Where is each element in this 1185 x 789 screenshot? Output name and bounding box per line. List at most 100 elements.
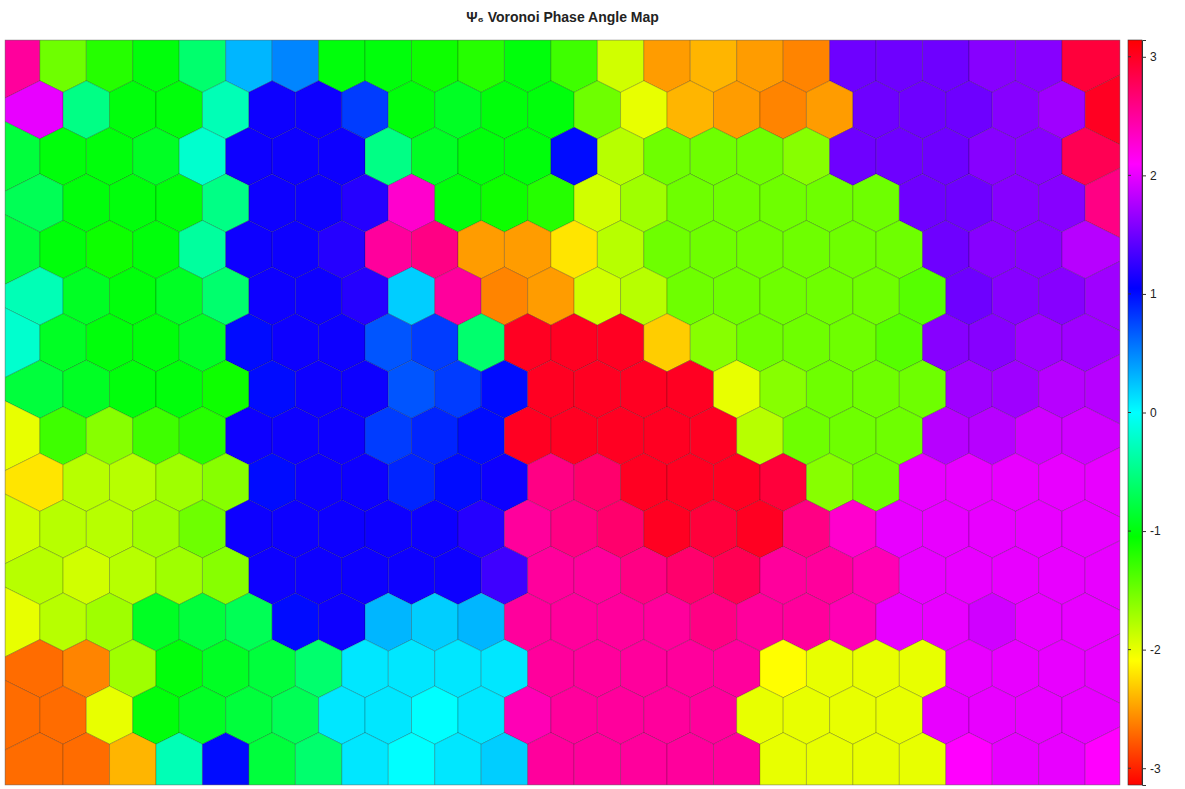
cell: [458, 686, 504, 744]
cell: [853, 640, 899, 698]
cell: [86, 593, 132, 651]
cell: [946, 81, 992, 139]
cell: [644, 686, 690, 744]
cell: [481, 174, 527, 232]
cell: [295, 733, 341, 785]
cell: [923, 686, 969, 744]
cell: [830, 500, 876, 558]
cell: [597, 127, 643, 185]
cell: [783, 314, 829, 372]
cell: [551, 220, 597, 278]
cell: [295, 360, 341, 418]
cell: [40, 686, 86, 744]
cell: [412, 220, 458, 278]
cell: [621, 546, 667, 604]
cell: [992, 360, 1038, 418]
tick-mark: [1128, 531, 1131, 532]
cell: [946, 453, 992, 511]
cell: [110, 267, 156, 325]
cell: [272, 593, 318, 651]
cell: [63, 453, 109, 511]
cell: [249, 174, 295, 232]
cell: [86, 314, 132, 372]
cell: [806, 733, 852, 785]
cell: [1039, 174, 1085, 232]
cell: [830, 127, 876, 185]
cell: [202, 267, 248, 325]
cell: [876, 314, 922, 372]
cell: [528, 733, 574, 785]
cell: [249, 453, 295, 511]
cell: [249, 81, 295, 139]
cell: [1015, 127, 1061, 185]
cell: [319, 127, 365, 185]
cell: [713, 267, 759, 325]
cell: [156, 174, 202, 232]
cell: [969, 314, 1015, 372]
cell: [110, 640, 156, 698]
cell: [133, 314, 179, 372]
cell: [528, 453, 574, 511]
cell: [1039, 360, 1085, 418]
cell: [528, 640, 574, 698]
cell: [388, 360, 434, 418]
tick-mark: [1142, 531, 1146, 532]
cell: [737, 593, 783, 651]
cell: [946, 267, 992, 325]
cell: [412, 593, 458, 651]
tick-label: 0: [1150, 406, 1157, 420]
cell: [853, 81, 899, 139]
cell: [504, 220, 550, 278]
cell: [202, 733, 248, 785]
cell: [992, 174, 1038, 232]
cell: [365, 500, 411, 558]
cell: [86, 220, 132, 278]
tick-mark: [1142, 57, 1146, 58]
cell: [86, 686, 132, 744]
cell: [319, 220, 365, 278]
cell: [969, 220, 1015, 278]
cell: [737, 500, 783, 558]
cell: [63, 267, 109, 325]
cell: [435, 546, 481, 604]
cell: [458, 407, 504, 465]
cell: [156, 81, 202, 139]
cell: [621, 174, 667, 232]
cell: [1039, 267, 1085, 325]
cell: [156, 546, 202, 604]
cell: [690, 314, 736, 372]
tick-mark: [1128, 175, 1131, 176]
cell: [853, 174, 899, 232]
cell: [202, 360, 248, 418]
tick-mark: [1142, 650, 1146, 651]
tick: -3: [1142, 762, 1161, 776]
cell: [876, 593, 922, 651]
cell: [110, 546, 156, 604]
cell: [760, 81, 806, 139]
cell: [365, 127, 411, 185]
cell: [597, 500, 643, 558]
cell: [783, 686, 829, 744]
cell: [481, 267, 527, 325]
cell: [574, 81, 620, 139]
cell: [830, 220, 876, 278]
cell: [946, 640, 992, 698]
cell: [644, 500, 690, 558]
cell: [63, 733, 109, 785]
tick-mark: [1128, 412, 1131, 413]
cell: [690, 127, 736, 185]
cell: [667, 174, 713, 232]
cell: [806, 546, 852, 604]
cell: [667, 546, 713, 604]
cell: [272, 407, 318, 465]
cell: [272, 686, 318, 744]
cell: [40, 314, 86, 372]
cell: [574, 174, 620, 232]
cell: [853, 453, 899, 511]
cell: [574, 360, 620, 418]
cell: [202, 546, 248, 604]
cell: [40, 220, 86, 278]
cell: [226, 127, 272, 185]
colorbar-axis: -3-2-10123: [1142, 41, 1161, 786]
cell: [597, 314, 643, 372]
